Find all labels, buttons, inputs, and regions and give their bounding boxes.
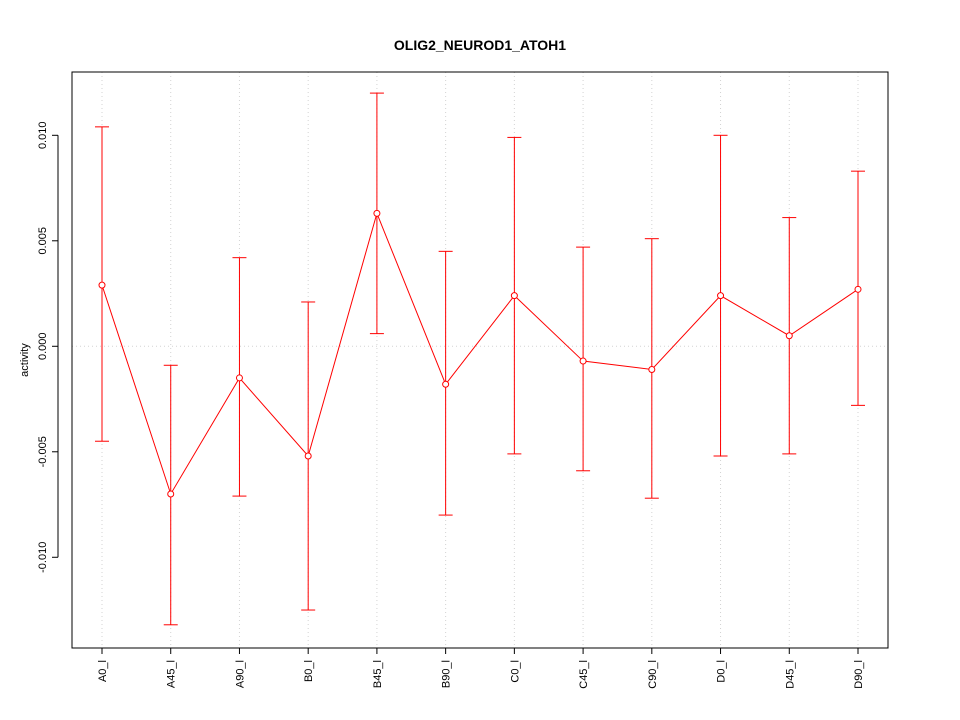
x-tick-label: C0_l (509, 660, 521, 683)
y-tick-label: -0.005 (37, 436, 49, 467)
series-line (101, 211, 859, 496)
y-tick-label: -0.010 (37, 542, 49, 573)
data-point (167, 490, 175, 498)
series (95, 92, 865, 626)
y-tick-label: 0.005 (37, 227, 49, 255)
data-point (579, 357, 587, 365)
x-tick-label: D90_l (853, 660, 865, 689)
x-tick-label: D0_l (716, 660, 728, 683)
data-point (235, 374, 243, 382)
x-tick-label: C45_l (578, 660, 590, 689)
x-tick-label: C90_l (647, 660, 659, 689)
data-point (648, 365, 656, 373)
data-point (98, 281, 106, 289)
x-tick-label: D45_l (784, 660, 796, 689)
data-point (373, 209, 381, 217)
y-axis-label: activity (19, 343, 31, 377)
x-tick-label: B90_l (441, 660, 453, 688)
data-point (854, 285, 862, 293)
x-tick-label: B45_l (372, 660, 384, 688)
data-point (510, 292, 518, 300)
data-point (304, 452, 312, 460)
x-tick-label: B0_l (303, 660, 315, 682)
axes: -0.010 -0.005 0.000 0.005 0.010 A0_l A45_l A90_… (37, 122, 865, 689)
data-point (442, 380, 450, 388)
y-tick-label: 0.000 (37, 333, 49, 361)
data-point (717, 292, 725, 300)
x-tick-label: A0_l (97, 660, 109, 682)
grid (72, 72, 888, 648)
y-tick-label: 0.010 (37, 122, 49, 150)
plot-frame (71, 71, 889, 649)
x-tick-label: A45_l (166, 660, 178, 688)
data-point (785, 332, 793, 340)
x-tick-label: A90_l (234, 660, 246, 688)
chart-title: OLIG2_NEUROD1_ATOH1 (394, 37, 566, 53)
